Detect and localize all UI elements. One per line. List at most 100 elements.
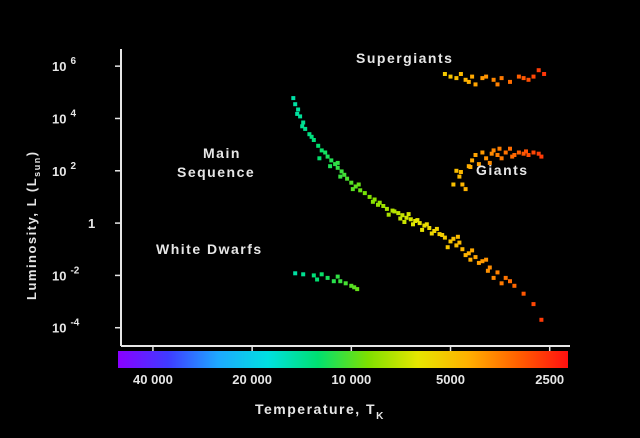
main-sequence-star-58	[424, 222, 429, 227]
main-sequence-star-77	[328, 164, 333, 169]
giants-star-19	[531, 150, 536, 155]
main-sequence-star-84	[468, 257, 473, 262]
main-sequence-star-8	[316, 143, 321, 148]
star-points	[291, 68, 547, 322]
giants-star-12	[499, 156, 504, 161]
main-sequence-star-86	[420, 227, 425, 232]
main-sequence-star-67	[491, 275, 496, 280]
main-sequence-star-74	[370, 199, 375, 204]
main-sequence-star-41	[460, 247, 465, 252]
giants-star-13	[503, 150, 508, 155]
main-sequence-star-76	[338, 174, 343, 179]
main-sequence-star-52	[317, 156, 322, 161]
main-sequence-star-72	[398, 216, 403, 221]
white-dwarfs-star-1	[301, 272, 306, 277]
x-tick-label-2: 10 000	[331, 372, 371, 387]
annotation-main-line1: Main	[203, 145, 241, 161]
main-sequence-star-30	[404, 215, 409, 220]
main-sequence-star-81	[434, 226, 439, 231]
main-sequence-star-63	[463, 253, 468, 258]
main-sequence-star-59	[429, 231, 434, 236]
main-sequence-star-5	[303, 126, 308, 131]
giants-star-18	[526, 153, 531, 157]
main-sequence-star-17	[345, 176, 350, 181]
main-sequence-star-57	[415, 218, 420, 223]
x-tick-label-4: 2500	[535, 372, 564, 387]
annotation-main-line2: Sequence	[177, 164, 255, 180]
main-sequence-star-55	[376, 202, 380, 207]
white-dwarfs-star-2	[311, 273, 316, 278]
main-sequence-star-28	[396, 211, 401, 216]
y-tick-label-5: 10 -4	[52, 318, 80, 336]
main-sequence-star-54	[356, 182, 361, 187]
giants-star-1	[457, 174, 462, 179]
plot-axes	[120, 49, 570, 347]
y-tick-label-3: 1	[88, 216, 95, 231]
white-dwarfs-star-10	[315, 277, 320, 282]
giants-star-9	[487, 160, 492, 165]
giants-star-0	[454, 168, 459, 173]
giants-star-27	[524, 149, 528, 154]
white-dwarfs-star-9	[355, 287, 360, 292]
supergiants-star-0	[442, 72, 447, 76]
main-sequence-star-25	[381, 204, 386, 208]
main-sequence-star-78	[309, 134, 314, 139]
temperature-colorbar	[118, 351, 568, 368]
main-sequence-star-43	[473, 255, 478, 260]
main-sequence-star-26	[384, 206, 389, 211]
white-dwarfs-star-5	[331, 279, 336, 284]
supergiants-star-1	[448, 74, 453, 79]
main-sequence-star-37	[437, 232, 442, 237]
y-tick-label-1: 10 4	[52, 108, 76, 126]
white-dwarfs-star-6	[338, 279, 343, 284]
white-dwarfs-star-11	[335, 274, 340, 279]
main-sequence-star-38	[442, 235, 447, 240]
main-sequence-star-79	[300, 124, 305, 129]
main-sequence-star-69	[508, 279, 512, 284]
main-sequence-star-42	[466, 251, 471, 256]
main-sequence-star-39	[448, 239, 453, 244]
main-sequence-star-62	[457, 240, 462, 245]
main-sequence-star-45	[487, 265, 492, 270]
main-sequence-star-82	[445, 245, 450, 250]
giants-star-15	[512, 153, 517, 157]
main-sequence-star-1	[293, 102, 298, 107]
main-sequence-star-11	[325, 154, 330, 159]
y-tick-label-0: 10 6	[52, 56, 76, 74]
x-axis-title: Temperature, TK	[255, 401, 385, 422]
main-sequence-star-64	[470, 248, 475, 253]
giants-star-26	[510, 154, 515, 159]
main-sequence-star-18	[349, 180, 354, 185]
giants-star-20	[536, 151, 541, 156]
giants-star-8	[484, 156, 489, 161]
white-dwarfs-star-3	[319, 272, 324, 277]
main-sequence-star-2	[296, 107, 301, 112]
giants-star-25	[497, 146, 502, 151]
x-tick-label-0: 40 000	[133, 372, 173, 387]
giants-star-22	[476, 162, 481, 167]
supergiants-star-14	[526, 77, 531, 82]
y-tick-label-2: 10 2	[52, 161, 76, 179]
main-sequence-star-60	[440, 233, 445, 237]
supergiants-star-16	[536, 68, 541, 73]
giants-star-29	[468, 165, 473, 169]
white-dwarfs-star-4	[325, 275, 330, 280]
main-sequence-star-13	[333, 162, 338, 167]
supergiants-star-13	[521, 76, 526, 81]
main-sequence-star-7	[311, 138, 316, 142]
main-sequence-star-40	[454, 243, 459, 248]
white-dwarfs-star-7	[343, 281, 348, 286]
giants-star-23	[489, 151, 494, 156]
supergiants-star-5	[470, 74, 475, 79]
main-sequence-star-70	[406, 212, 411, 217]
supergiants-star-2	[454, 76, 459, 81]
supergiants-star-11	[508, 79, 512, 84]
supergiants-star-10	[499, 76, 504, 81]
main-sequence-star-0	[291, 96, 296, 101]
main-sequence-star-33	[417, 221, 422, 226]
main-sequence-star-14	[335, 165, 340, 170]
giants-star-24	[451, 182, 456, 187]
main-sequence-star-85	[485, 268, 490, 273]
supergiants-star-8	[484, 74, 489, 79]
main-sequence-star-23	[372, 197, 377, 202]
